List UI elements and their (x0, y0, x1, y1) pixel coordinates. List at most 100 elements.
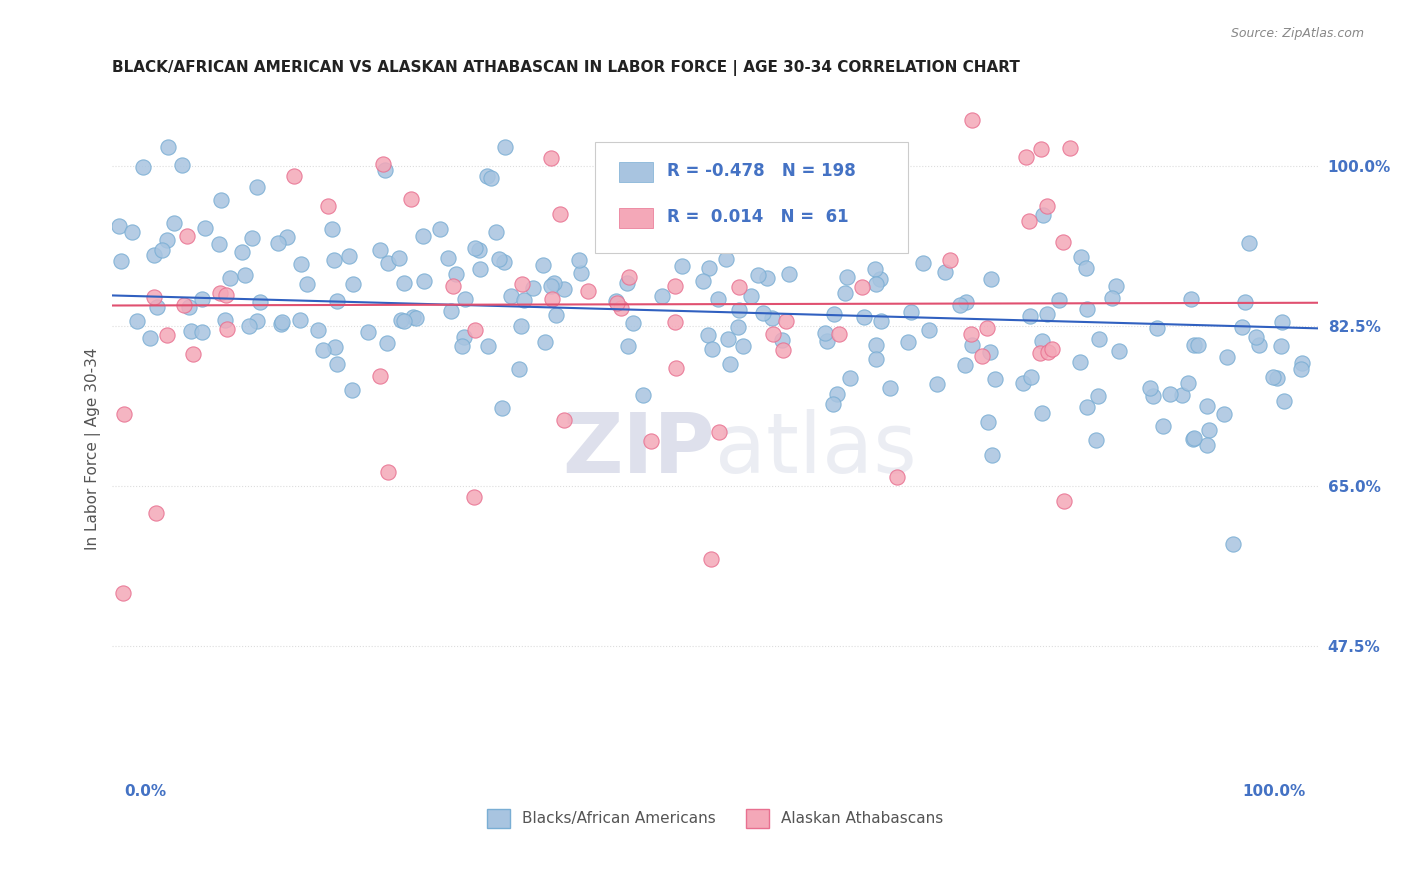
Point (173, 298, 195, 312)
Point (143, 290, 166, 304)
Point (825, 387, 848, 401)
Point (112, 408, 135, 422)
Point (444, 267, 467, 281)
Point (399, 192, 422, 206)
Point (437, 251, 460, 265)
Point (176, 228, 198, 243)
Point (927, 376, 949, 391)
Point (238, 319, 260, 334)
Point (692, 274, 714, 288)
Point (1069, 354, 1091, 368)
Point (751, 306, 773, 320)
Point (1076, 301, 1098, 316)
Point (828, 327, 851, 342)
Point (540, 279, 562, 293)
Point (121, 225, 143, 239)
Point (548, 206, 571, 220)
Point (522, 280, 544, 294)
Point (619, 269, 641, 284)
Point (1265, 371, 1288, 385)
Point (664, 279, 686, 293)
Point (267, 235, 290, 250)
Point (231, 245, 253, 260)
Point (531, 258, 554, 272)
Point (326, 357, 349, 371)
Point (246, 314, 269, 328)
Point (374, 163, 396, 178)
Point (770, 334, 793, 348)
Point (127, 314, 149, 328)
Point (1084, 434, 1107, 448)
Point (311, 343, 333, 358)
Point (191, 292, 214, 306)
Point (815, 334, 838, 348)
Point (980, 272, 1002, 286)
Point (631, 388, 654, 402)
Point (1261, 370, 1284, 384)
Point (834, 285, 856, 300)
Point (240, 231, 263, 245)
Point (219, 271, 242, 285)
Text: R = -0.478   N = 198: R = -0.478 N = 198 (666, 161, 856, 180)
Point (1101, 291, 1123, 305)
FancyBboxPatch shape (619, 161, 652, 182)
Point (464, 241, 486, 255)
Point (962, 338, 984, 352)
Point (897, 334, 920, 349)
Text: BLACK/AFRICAN AMERICAN VS ALASKAN ATHABASCAN IN LABOR FORCE | AGE 30-34 CORRELAT: BLACK/AFRICAN AMERICAN VS ALASKAN ATHABA… (112, 60, 1021, 76)
Point (307, 323, 329, 337)
Point (837, 270, 859, 285)
Point (283, 169, 305, 184)
Point (276, 230, 298, 244)
Point (1074, 260, 1097, 275)
Text: atlas: atlas (716, 409, 917, 490)
Point (610, 301, 633, 316)
Point (477, 169, 499, 183)
Point (441, 278, 464, 293)
Point (375, 335, 398, 350)
Point (605, 294, 627, 309)
Point (955, 294, 977, 309)
Point (440, 304, 463, 318)
Point (1182, 430, 1205, 444)
Point (1031, 143, 1053, 157)
Point (568, 252, 591, 267)
Point (700, 343, 723, 357)
Point (1032, 208, 1054, 222)
Point (388, 251, 411, 265)
Point (714, 252, 737, 267)
Point (721, 229, 744, 244)
Point (851, 280, 873, 294)
Point (699, 551, 721, 566)
Point (1187, 338, 1209, 352)
Point (1195, 438, 1218, 452)
Point (464, 323, 486, 337)
Point (1270, 339, 1292, 353)
Point (636, 187, 658, 202)
Text: ZIP: ZIP (562, 409, 716, 490)
Point (377, 256, 399, 270)
Point (1142, 389, 1164, 403)
Point (984, 372, 1007, 386)
Point (392, 314, 415, 328)
Point (865, 351, 887, 366)
Point (543, 276, 565, 290)
Point (1216, 350, 1239, 364)
Point (1180, 292, 1202, 306)
Point (485, 225, 508, 239)
FancyBboxPatch shape (619, 208, 652, 228)
Point (290, 257, 312, 271)
Point (389, 313, 412, 327)
Point (869, 272, 891, 286)
Point (706, 217, 728, 231)
Point (1012, 376, 1035, 391)
Point (1019, 370, 1042, 384)
Point (295, 277, 318, 291)
Point (886, 470, 908, 484)
Point (778, 267, 800, 281)
Point (596, 228, 619, 243)
Point (761, 311, 783, 326)
Point (1222, 537, 1244, 551)
Point (664, 315, 686, 329)
Point (157, 140, 180, 154)
